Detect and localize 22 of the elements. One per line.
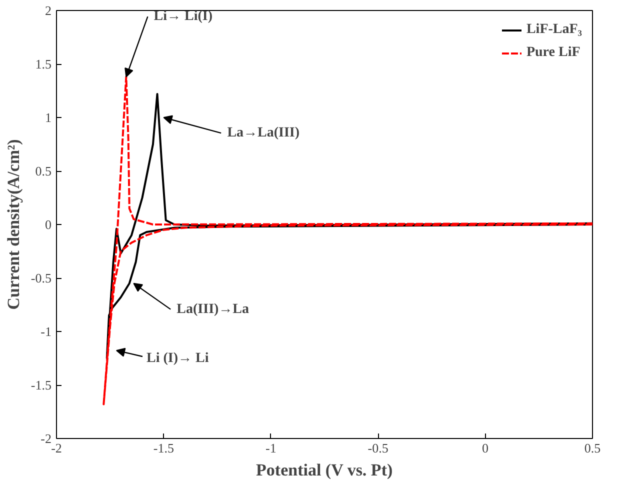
x-tick-label: -0.5 (368, 440, 388, 456)
y-tick-label: 0.5 (35, 164, 52, 178)
x-tick-label: 0.5 (584, 440, 601, 456)
y-tick-label: 0 (45, 217, 52, 232)
x-axis-title: Potential (V vs. Pt) (256, 460, 393, 480)
y-tick-label: -0.5 (30, 270, 52, 286)
y-tick-label: 1.5 (35, 56, 52, 72)
legend-label: LiF-LaF₃ (526, 22, 582, 38)
annotation: Li (I)→ Li (146, 351, 209, 366)
x-tick-label: 0 (482, 440, 489, 456)
y-tick-label: -1.5 (30, 378, 52, 392)
legend-label: Pure LiF (526, 45, 580, 61)
y-axis-title: Current density(A/cm²) (4, 139, 23, 310)
annotation: Li→ Li(I) (154, 9, 213, 24)
y-tick-label: 1 (45, 110, 52, 125)
y-tick-label: -1 (40, 324, 52, 339)
y-tick-label: -2 (40, 431, 52, 446)
annotation: La→La(III) (227, 126, 300, 141)
x-tick-label: -1 (265, 440, 276, 456)
annotation: La(III)→La (176, 302, 250, 317)
y-tick-label: 2 (45, 3, 52, 18)
x-tick-label: -1.5 (153, 440, 174, 456)
